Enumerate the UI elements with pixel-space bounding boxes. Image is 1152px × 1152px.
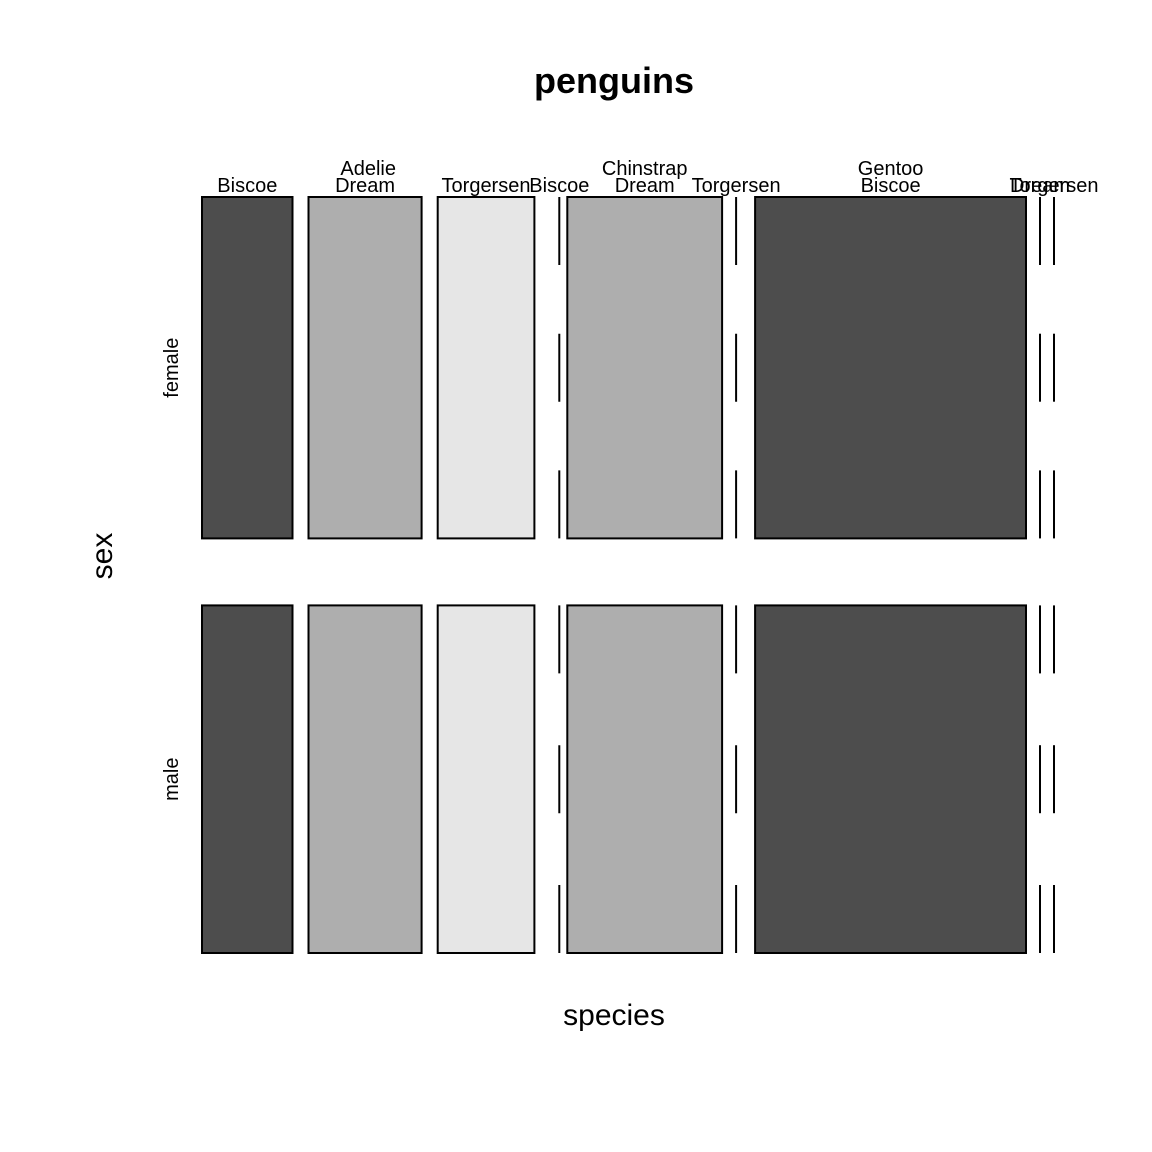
island-label-gentoo-biscoe: Biscoe (861, 175, 921, 197)
species-label-adelie: Adelie (340, 158, 396, 180)
tile-gentoo-biscoe-female (754, 196, 1027, 540)
species-label-chinstrap: Chinstrap (602, 158, 688, 180)
x-axis-label: species (563, 999, 665, 1032)
species-label-gentoo: Gentoo (858, 158, 924, 180)
tile-adelie-torgersen-male (436, 604, 536, 955)
sex-label-female: female (161, 338, 183, 398)
tile-chinstrap-dream-male (566, 604, 724, 955)
tile-chinstrap-dream-female (566, 196, 724, 540)
chart-title: penguins (534, 60, 694, 101)
tile-adelie-biscoe-female (201, 196, 294, 540)
island-label-adelie-dream: Dream (335, 175, 395, 197)
tile-adelie-dream-female (307, 196, 423, 540)
island-label-gentoo-torgersen: Torgersen (1010, 175, 1099, 197)
sex-label-male: male (161, 758, 183, 801)
island-label-gentoo-dream: Dream (1010, 175, 1070, 197)
tile-adelie-dream-male (307, 604, 423, 955)
mosaic-tiles (201, 196, 1055, 955)
island-label-chinstrap-dream: Dream (615, 175, 675, 197)
tile-adelie-torgersen-female (436, 196, 536, 540)
island-label-adelie-torgersen: Torgersen (442, 175, 531, 197)
tile-adelie-biscoe-male (201, 604, 294, 955)
island-label-chinstrap-biscoe: Biscoe (529, 175, 589, 197)
island-label-chinstrap-torgersen: Torgersen (692, 175, 781, 197)
island-label-adelie-biscoe: Biscoe (217, 175, 277, 197)
tile-gentoo-biscoe-male (754, 604, 1027, 955)
y-axis-label: sex (86, 533, 119, 580)
